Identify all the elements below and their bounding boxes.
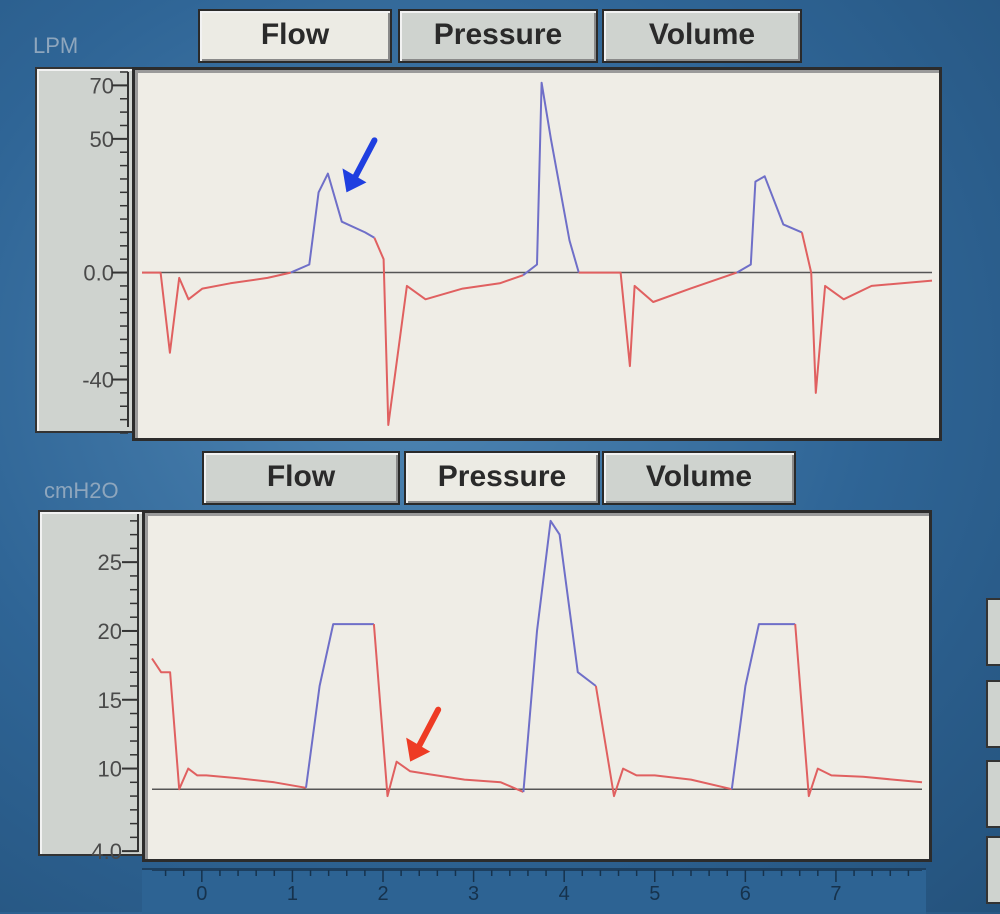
pressure-x-tick-label: 4 xyxy=(559,883,570,905)
side-button-2[interactable] xyxy=(986,680,1000,748)
side-button-3[interactable] xyxy=(986,760,1000,828)
pressure-y-tick-label: 20 xyxy=(98,619,122,644)
flow-unit-label: LPM xyxy=(33,33,79,58)
pressure-y-tick-label: 25 xyxy=(98,550,122,575)
flow-inspiration-segment xyxy=(522,81,580,276)
pressure-x-tick-label: 3 xyxy=(468,883,479,905)
side-button-1[interactable] xyxy=(986,598,1000,666)
tab-volume-top[interactable]: Volume xyxy=(602,9,802,63)
pressure-x-tick-label: 2 xyxy=(377,883,388,905)
pressure-y-tick-label: 10 xyxy=(98,757,122,782)
flow-y-axis-panel xyxy=(35,67,135,433)
flow-inspiration-segment xyxy=(736,175,803,274)
pressure-x-tick-label: 7 xyxy=(830,883,841,905)
tab-flow-bottom[interactable]: Flow xyxy=(202,451,400,505)
pressure-annotation-arrow-head xyxy=(406,737,431,762)
pressure-x-tick-label: 6 xyxy=(740,883,751,905)
pressure-expiration-segment xyxy=(794,624,923,798)
flow-y-tick-label: 50 xyxy=(90,127,114,152)
tab-pressure-top[interactable]: Pressure xyxy=(398,9,598,63)
pressure-x-tick-label: 1 xyxy=(287,883,298,905)
pressure-inspiration-segment xyxy=(730,623,796,790)
pressure-x-tick-label: 0 xyxy=(196,883,207,905)
side-button-4[interactable] xyxy=(986,836,1000,904)
flow-y-tick-label: -40 xyxy=(82,368,114,393)
flow-expiration-segment xyxy=(578,271,738,368)
flow-expiration-segment xyxy=(373,237,524,426)
flow-y-tick-label: 0.0 xyxy=(83,261,114,286)
pressure-x-tick-label: 5 xyxy=(649,883,660,905)
tab-volume-bottom[interactable]: Volume xyxy=(602,451,796,505)
flow-inspiration-segment xyxy=(290,172,375,274)
pressure-unit-label: cmH2O xyxy=(44,478,119,503)
pressure-expiration-segment xyxy=(151,657,307,791)
flow-y-tick-label: 70 xyxy=(90,73,114,98)
pressure-y-tick-label: 15 xyxy=(98,688,122,713)
pressure-y-axis-panel xyxy=(38,510,146,856)
pressure-inspiration-segment xyxy=(522,519,597,793)
pressure-expiration-segment xyxy=(372,624,524,798)
pressure-y-tick-label: 4.0 xyxy=(91,839,122,864)
tab-pressure-bottom[interactable]: Pressure xyxy=(404,451,600,505)
flow-annotation-arrow-shaft xyxy=(351,137,378,182)
tab-flow-top[interactable]: Flow xyxy=(198,9,392,63)
pressure-inspiration-segment xyxy=(305,623,374,788)
flow-expiration-segment xyxy=(142,271,291,354)
flow-annotation-arrow-head xyxy=(342,168,367,193)
pressure-annotation-arrow-shaft xyxy=(415,706,442,751)
flow-expiration-segment xyxy=(800,232,933,394)
pressure-expiration-segment xyxy=(594,685,733,798)
